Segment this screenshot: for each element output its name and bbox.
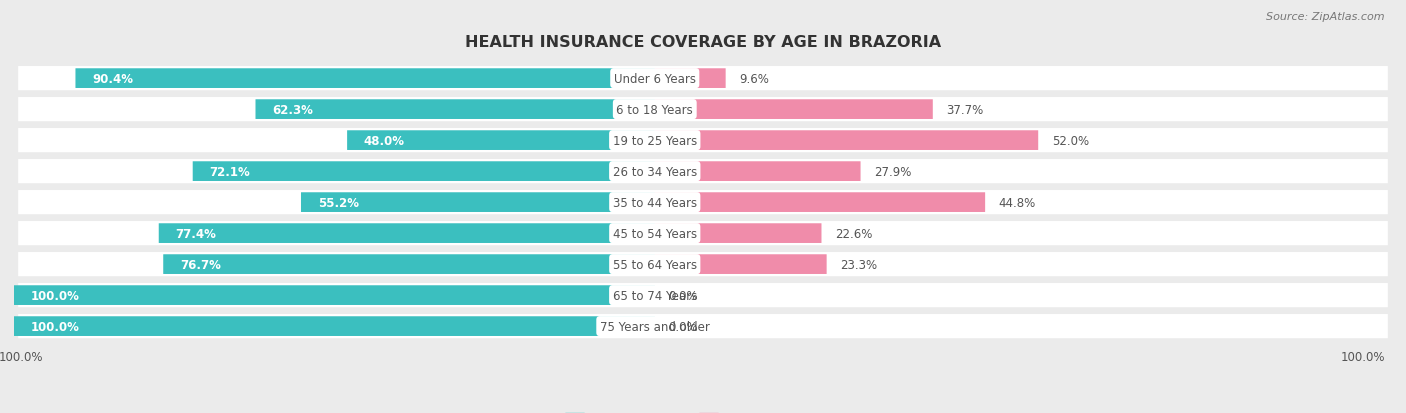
Text: 76.7%: 76.7% bbox=[180, 258, 221, 271]
Text: 9.6%: 9.6% bbox=[740, 72, 769, 85]
Text: 44.8%: 44.8% bbox=[998, 196, 1036, 209]
FancyBboxPatch shape bbox=[347, 131, 655, 151]
Text: 52.0%: 52.0% bbox=[1052, 134, 1090, 147]
Text: 90.4%: 90.4% bbox=[93, 72, 134, 85]
Text: 48.0%: 48.0% bbox=[364, 134, 405, 147]
FancyBboxPatch shape bbox=[655, 255, 827, 274]
Text: 100.0%: 100.0% bbox=[1340, 350, 1385, 363]
FancyBboxPatch shape bbox=[18, 221, 1388, 246]
FancyBboxPatch shape bbox=[193, 162, 655, 182]
FancyBboxPatch shape bbox=[655, 224, 821, 243]
Text: Under 6 Years: Under 6 Years bbox=[614, 72, 696, 85]
FancyBboxPatch shape bbox=[18, 283, 1388, 307]
Text: 72.1%: 72.1% bbox=[209, 165, 250, 178]
Text: Source: ZipAtlas.com: Source: ZipAtlas.com bbox=[1267, 12, 1385, 22]
Text: 35 to 44 Years: 35 to 44 Years bbox=[613, 196, 697, 209]
Text: 75 Years and older: 75 Years and older bbox=[600, 320, 710, 333]
FancyBboxPatch shape bbox=[18, 98, 1388, 122]
Text: 100.0%: 100.0% bbox=[0, 350, 44, 363]
FancyBboxPatch shape bbox=[159, 224, 655, 243]
Text: 22.6%: 22.6% bbox=[835, 227, 873, 240]
FancyBboxPatch shape bbox=[18, 67, 1388, 91]
FancyBboxPatch shape bbox=[18, 314, 1388, 338]
Text: 55.2%: 55.2% bbox=[318, 196, 359, 209]
Text: 65 to 74 Years: 65 to 74 Years bbox=[613, 289, 697, 302]
Text: 77.4%: 77.4% bbox=[176, 227, 217, 240]
FancyBboxPatch shape bbox=[655, 162, 860, 182]
FancyBboxPatch shape bbox=[301, 193, 655, 212]
Text: 100.0%: 100.0% bbox=[31, 320, 80, 333]
FancyBboxPatch shape bbox=[18, 129, 1388, 153]
Text: 62.3%: 62.3% bbox=[273, 103, 314, 116]
Text: 26 to 34 Years: 26 to 34 Years bbox=[613, 165, 697, 178]
Text: 23.3%: 23.3% bbox=[841, 258, 877, 271]
FancyBboxPatch shape bbox=[655, 193, 986, 212]
FancyBboxPatch shape bbox=[14, 316, 655, 336]
FancyBboxPatch shape bbox=[655, 100, 932, 120]
FancyBboxPatch shape bbox=[18, 252, 1388, 277]
FancyBboxPatch shape bbox=[163, 255, 655, 274]
Text: 6 to 18 Years: 6 to 18 Years bbox=[616, 103, 693, 116]
FancyBboxPatch shape bbox=[18, 160, 1388, 184]
FancyBboxPatch shape bbox=[14, 285, 655, 305]
FancyBboxPatch shape bbox=[655, 69, 725, 89]
Text: 100.0%: 100.0% bbox=[31, 289, 80, 302]
Text: 0.0%: 0.0% bbox=[669, 289, 699, 302]
Text: 27.9%: 27.9% bbox=[875, 165, 911, 178]
Text: HEALTH INSURANCE COVERAGE BY AGE IN BRAZORIA: HEALTH INSURANCE COVERAGE BY AGE IN BRAZ… bbox=[465, 35, 941, 50]
Text: 19 to 25 Years: 19 to 25 Years bbox=[613, 134, 697, 147]
FancyBboxPatch shape bbox=[655, 131, 1038, 151]
FancyBboxPatch shape bbox=[76, 69, 655, 89]
Text: 55 to 64 Years: 55 to 64 Years bbox=[613, 258, 697, 271]
FancyBboxPatch shape bbox=[18, 190, 1388, 215]
FancyBboxPatch shape bbox=[256, 100, 655, 120]
Text: 37.7%: 37.7% bbox=[946, 103, 984, 116]
Text: 45 to 54 Years: 45 to 54 Years bbox=[613, 227, 697, 240]
Text: 0.0%: 0.0% bbox=[669, 320, 699, 333]
